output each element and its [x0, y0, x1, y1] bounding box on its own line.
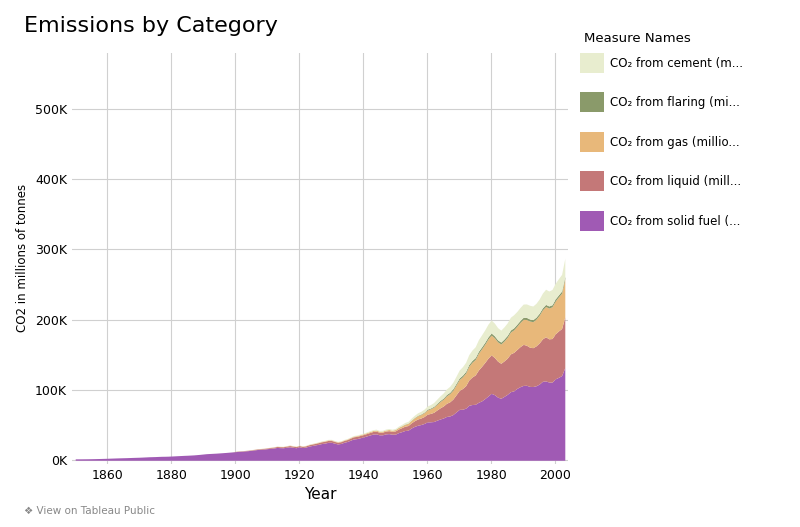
X-axis label: Year: Year [304, 487, 336, 502]
Text: Measure Names: Measure Names [584, 32, 690, 45]
Text: CO₂ from solid fuel (...: CO₂ from solid fuel (... [610, 215, 740, 228]
Text: CO₂ from flaring (mi...: CO₂ from flaring (mi... [610, 96, 739, 109]
Text: ❖ View on Tableau Public: ❖ View on Tableau Public [24, 506, 155, 516]
Text: CO₂ from gas (millio...: CO₂ from gas (millio... [610, 136, 739, 149]
Text: CO₂ from liquid (mill...: CO₂ from liquid (mill... [610, 175, 741, 188]
Text: CO₂ from cement (m...: CO₂ from cement (m... [610, 57, 742, 70]
Y-axis label: CO2 in millions of tonnes: CO2 in millions of tonnes [17, 184, 30, 333]
Text: Emissions by Category: Emissions by Category [24, 16, 278, 36]
